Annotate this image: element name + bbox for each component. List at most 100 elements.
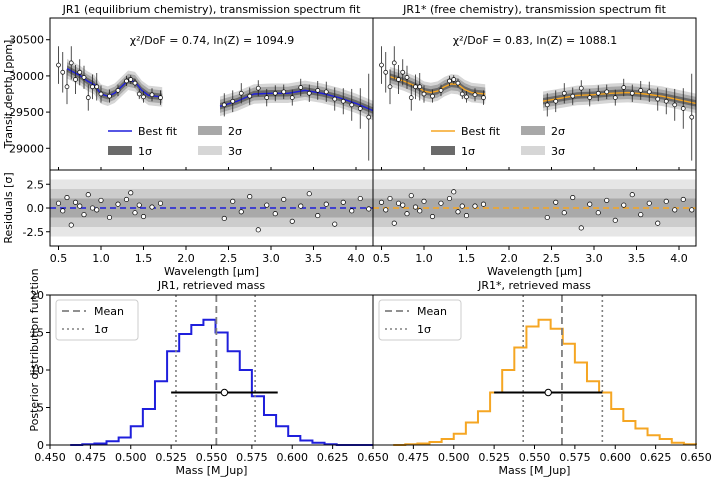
- histogram-step: [393, 318, 697, 446]
- data-point: [544, 102, 550, 108]
- data-point: [340, 98, 346, 104]
- residual-point: [451, 189, 457, 195]
- data-point: [481, 95, 486, 100]
- legend-label: Best fit: [138, 125, 178, 138]
- residual-point: [663, 198, 669, 204]
- data-point: [408, 95, 414, 100]
- legend-swatch-1sigma: [108, 146, 132, 155]
- data-point: [141, 94, 146, 100]
- residual-point: [621, 202, 627, 208]
- residual-point: [629, 192, 635, 198]
- plot-area: [379, 46, 696, 161]
- residual-point: [408, 193, 414, 199]
- residual-point: [315, 213, 321, 219]
- data-point: [612, 95, 618, 100]
- x-tick-label: 0.625: [640, 451, 672, 464]
- x-tick-label: 0.500: [115, 451, 147, 464]
- residual-point: [472, 203, 478, 209]
- data-point: [629, 90, 635, 96]
- data-point: [94, 84, 100, 90]
- residual-point: [128, 190, 134, 196]
- data-point: [689, 114, 695, 120]
- residual-point: [378, 199, 385, 205]
- data-point: [595, 90, 601, 96]
- residual-point: [595, 210, 601, 216]
- residual-point: [417, 208, 423, 214]
- legend-label: Mean: [94, 305, 124, 318]
- data-point: [221, 102, 227, 108]
- residual-point: [357, 195, 363, 202]
- data-point: [60, 69, 66, 75]
- legend-box: [55, 299, 139, 341]
- y-tick-label: 2.5: [27, 178, 45, 191]
- x-tick-label: 0.475: [75, 451, 107, 464]
- data-point: [464, 94, 469, 100]
- data-point: [107, 93, 112, 99]
- x-tick-label: 0.575: [559, 451, 591, 464]
- data-point: [68, 60, 74, 66]
- legend-label: 2σ: [228, 125, 242, 138]
- data-point: [417, 84, 423, 90]
- residual-point: [81, 212, 87, 218]
- residual-point: [429, 214, 436, 220]
- x-tick-label: 2.5: [543, 252, 561, 265]
- legend-label: 2σ: [551, 125, 565, 138]
- y-tick-label: 30000: [9, 70, 44, 83]
- data-point: [238, 90, 244, 96]
- residual-point: [553, 199, 559, 205]
- residual-point: [604, 197, 610, 203]
- data-point: [115, 88, 121, 93]
- data-point: [430, 93, 435, 99]
- residual-point: [98, 197, 104, 203]
- data-point: [680, 106, 686, 111]
- data-point: [247, 93, 253, 99]
- residual-point: [480, 201, 487, 207]
- residual-point: [68, 222, 74, 228]
- residual-point: [85, 192, 91, 198]
- residual-point: [578, 225, 584, 231]
- data-point: [132, 80, 138, 86]
- x-tick-label: 0.575: [236, 451, 268, 464]
- data-point: [438, 88, 444, 93]
- data-point: [357, 106, 363, 111]
- legend-swatch-1sigma: [431, 146, 455, 155]
- y-tick-label: 29500: [9, 106, 44, 119]
- data-point: [387, 84, 393, 90]
- residual-point: [446, 195, 453, 202]
- data-point: [561, 90, 567, 96]
- panel-title: JR1*, retrieved mass: [477, 279, 591, 292]
- residual-point: [289, 218, 295, 224]
- legend: Best fit 1σ 2σ 3σ: [431, 125, 565, 158]
- x-tick-label: 0.650: [357, 451, 389, 464]
- legend: Mean 1σ: [378, 299, 462, 341]
- data-point: [158, 95, 163, 100]
- residual-point: [366, 206, 372, 212]
- data-point: [646, 89, 652, 95]
- x-tick-label: 2.0: [177, 252, 195, 265]
- y-tick-label: 29000: [9, 142, 44, 155]
- x-tick-label: 4.0: [670, 252, 688, 265]
- residual-point: [570, 195, 576, 201]
- data-point: [451, 77, 457, 82]
- data-point: [672, 102, 678, 108]
- residual-point: [587, 201, 593, 207]
- legend-swatch-3sigma: [198, 146, 222, 155]
- residual-point: [272, 211, 278, 217]
- fit-statistics: χ²/DoF = 0.74, ln(Z) = 1094.9: [130, 34, 295, 47]
- data-point: [272, 90, 278, 96]
- residual-point: [281, 196, 287, 203]
- data-point: [604, 89, 610, 95]
- data-point: [396, 77, 401, 82]
- residual-point: [689, 207, 695, 213]
- data-point: [447, 78, 452, 84]
- residual-point: [387, 195, 393, 202]
- legend-label: 3σ: [551, 145, 565, 158]
- y-tick-label: 30500: [9, 34, 44, 47]
- data-point: [472, 92, 478, 98]
- residual-point: [132, 210, 138, 216]
- residual-point: [459, 203, 465, 209]
- data-point: [81, 75, 87, 80]
- data-point: [391, 60, 397, 66]
- residual-point: [77, 203, 83, 209]
